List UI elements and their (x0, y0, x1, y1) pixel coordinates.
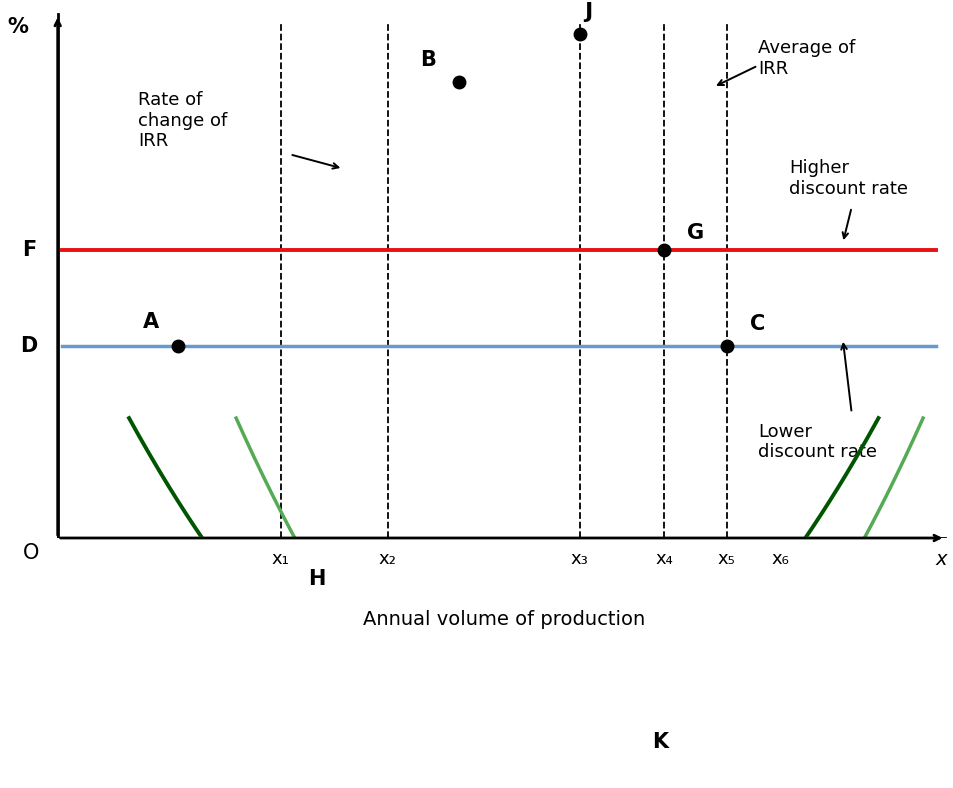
Text: Lower
discount rate: Lower discount rate (758, 422, 876, 462)
Text: H: H (308, 569, 325, 589)
Text: A: A (143, 312, 159, 332)
Text: D: D (21, 336, 38, 356)
Text: C: C (750, 314, 765, 334)
Text: Higher
discount rate: Higher discount rate (788, 159, 907, 198)
Text: x₆: x₆ (771, 550, 788, 568)
Text: x: x (934, 550, 945, 569)
Text: Average of
IRR: Average of IRR (758, 39, 855, 78)
Text: x₂: x₂ (378, 550, 396, 568)
Text: Rate of
change of
IRR: Rate of change of IRR (138, 91, 227, 151)
Text: %: % (7, 17, 28, 37)
Text: K: K (651, 732, 667, 752)
Text: x₃: x₃ (570, 550, 588, 568)
Text: J: J (584, 2, 592, 22)
Text: G: G (686, 223, 703, 243)
Text: Annual volume of production: Annual volume of production (362, 610, 644, 629)
Text: x₅: x₅ (718, 550, 735, 568)
Text: O: O (23, 543, 39, 563)
Text: F: F (22, 240, 36, 260)
Text: x₁: x₁ (272, 550, 290, 568)
Text: x₄: x₄ (655, 550, 673, 568)
Text: B: B (419, 50, 436, 70)
